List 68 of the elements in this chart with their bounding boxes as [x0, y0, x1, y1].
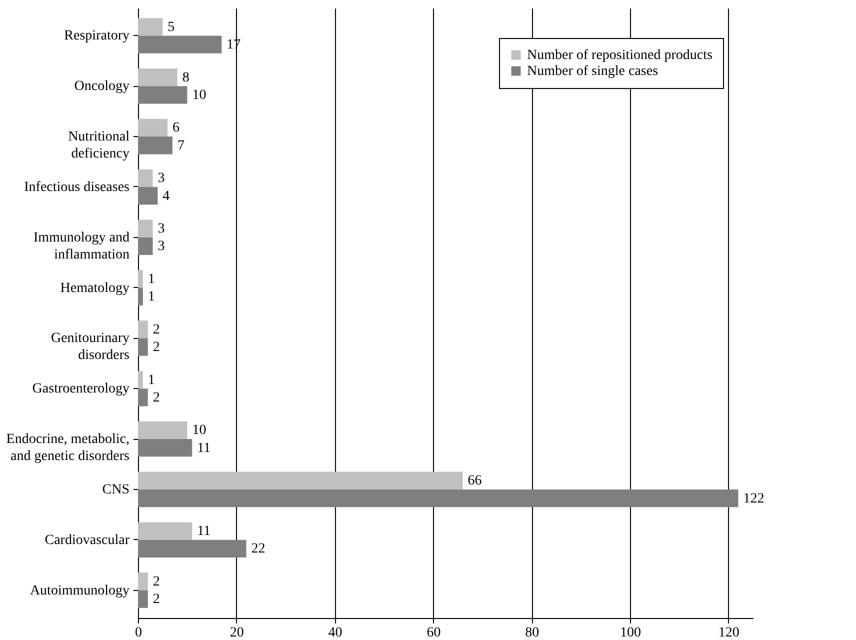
data-label: 1	[148, 272, 155, 287]
x-tick-label: 40	[328, 626, 342, 640]
data-label: 4	[162, 188, 170, 204]
bar	[138, 288, 143, 306]
data-label: 1	[148, 372, 155, 388]
bar	[138, 68, 178, 86]
data-label: 66	[468, 474, 482, 489]
data-label: 122	[743, 491, 764, 506]
bar	[138, 86, 188, 104]
bar	[138, 118, 168, 137]
y-tick-label: Genitourinary disorders	[50, 331, 130, 364]
bar	[138, 590, 148, 608]
data-label: 2	[152, 390, 160, 406]
data-label: 2	[152, 592, 160, 608]
y-tick-label: Cardiovascular	[44, 532, 130, 548]
data-label: 10	[192, 423, 206, 438]
bar	[138, 237, 153, 256]
x-tick-label: 80	[525, 626, 540, 640]
bar	[138, 472, 463, 490]
y-tick-label: Immunology and inflammation	[33, 230, 130, 262]
y-tick-label: CNS	[102, 482, 130, 498]
bar	[138, 338, 148, 356]
data-label: 2	[152, 322, 160, 338]
y-tick-label: Oncology	[74, 79, 130, 94]
y-tick-label: Hematology	[60, 280, 130, 296]
data-label: 3	[158, 239, 165, 254]
legend-label: Number of repositioned products	[527, 48, 712, 63]
data-label: 2	[152, 340, 160, 356]
data-label: 2	[152, 574, 160, 590]
data-label: 7	[177, 138, 184, 154]
x-tick-label: 100	[620, 626, 641, 640]
bar	[138, 522, 192, 540]
bar	[138, 36, 222, 54]
bar	[138, 572, 148, 590]
data-label: 6	[172, 120, 180, 136]
bar	[138, 540, 246, 558]
bar	[138, 270, 143, 288]
data-label: 5	[168, 20, 175, 35]
x-tick-label: 20	[230, 626, 244, 640]
bar	[138, 169, 153, 187]
x-tick-label: 120	[718, 626, 740, 640]
bar	[138, 186, 158, 205]
y-tick-label: Gastroenterology	[32, 382, 130, 397]
data-label: 10	[192, 88, 206, 103]
data-label: 3	[158, 171, 165, 186]
bar	[138, 439, 192, 457]
data-label: 3	[158, 222, 165, 237]
y-tick-label: Endocrine, metabolic, and genetic disorders	[6, 432, 130, 464]
data-label: 8	[182, 70, 190, 86]
y-tick-label: Autoimmunology	[30, 583, 130, 598]
data-label: 22	[251, 542, 266, 557]
bar	[138, 489, 738, 508]
legend-label: Number of single cases	[527, 64, 658, 79]
bar	[138, 320, 148, 338]
bar	[138, 388, 148, 406]
data-label: 11	[197, 524, 211, 540]
bar	[138, 18, 163, 36]
bar	[138, 220, 153, 238]
bar	[138, 370, 143, 389]
bar	[138, 136, 172, 154]
y-tick-label: Nutritional deficiency	[68, 130, 130, 162]
data-label: 1	[148, 290, 155, 305]
y-tick-label: Infectious diseases	[24, 180, 130, 195]
data-label: 11	[197, 440, 211, 456]
x-tick-label: 0	[135, 626, 142, 640]
x-tick-label: 60	[426, 626, 441, 640]
bar	[138, 421, 188, 440]
y-tick-label: Respiratory	[64, 28, 130, 44]
